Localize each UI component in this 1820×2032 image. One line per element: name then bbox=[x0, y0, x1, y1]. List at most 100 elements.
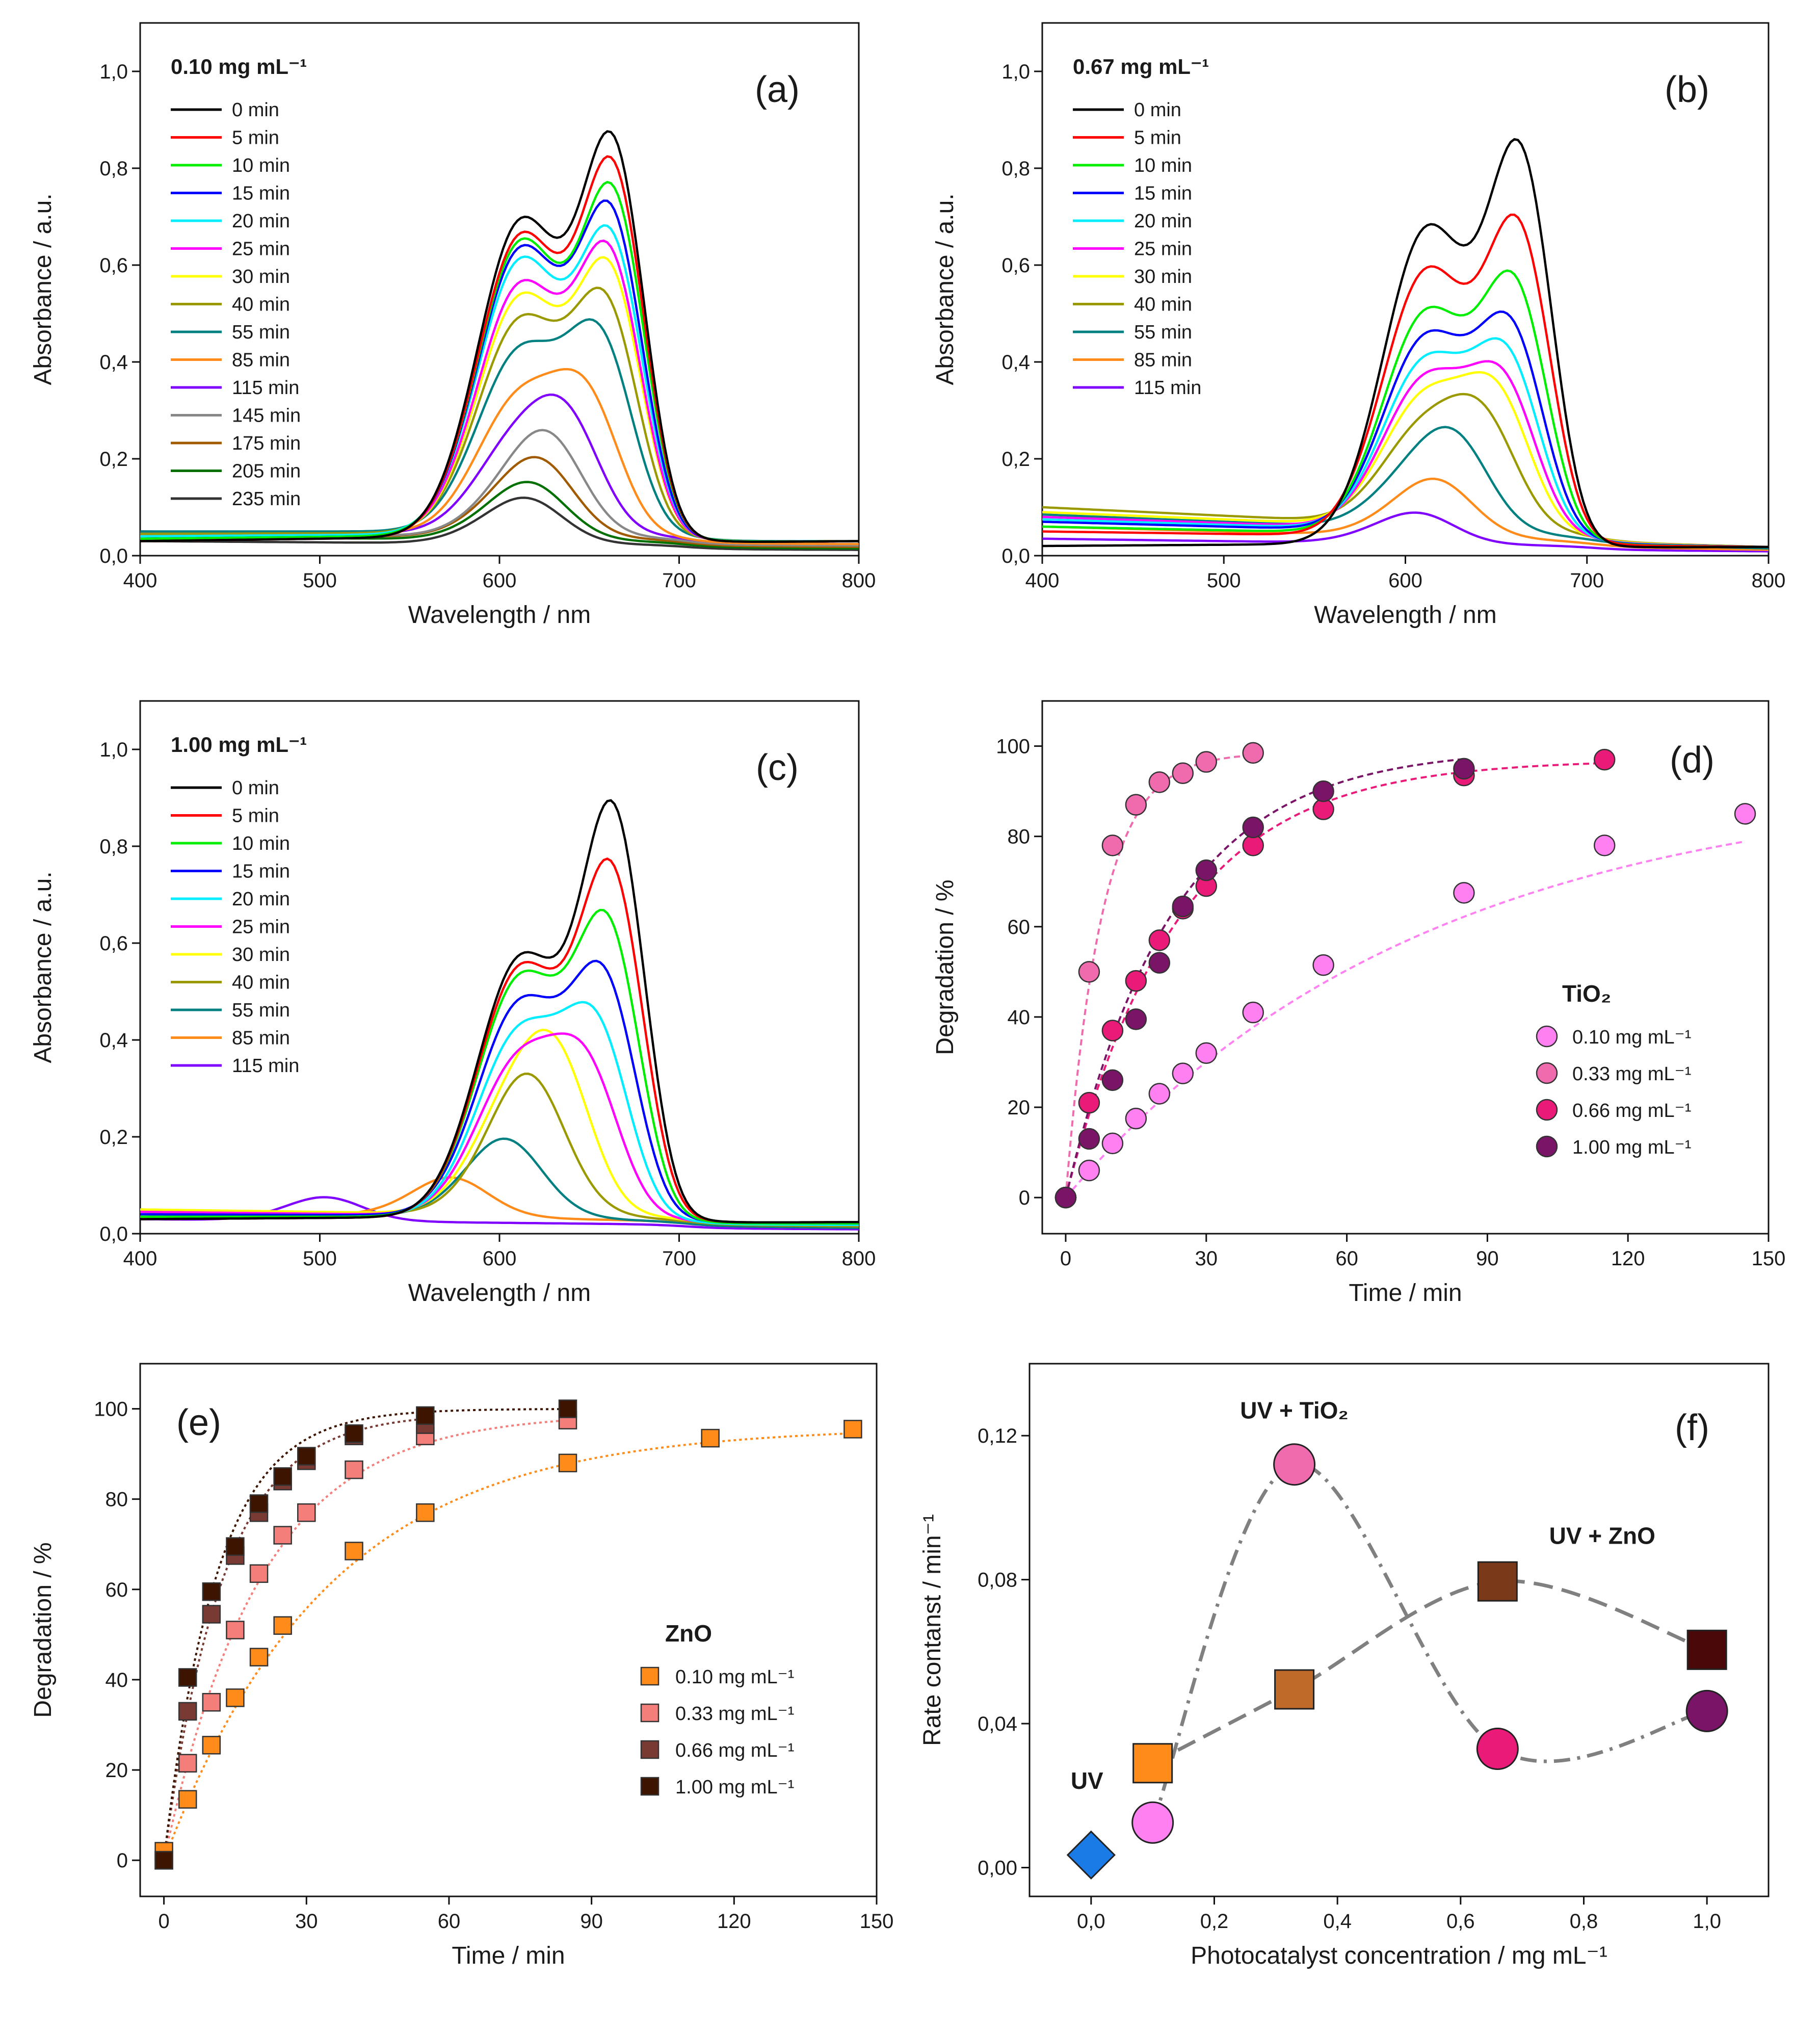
y-tick-label-d-3: 60 bbox=[1008, 916, 1031, 939]
data-point-d-1-1 bbox=[1078, 961, 1100, 983]
data-point-d-0-1 bbox=[1078, 1159, 1100, 1182]
legend-label-d-3: 1.00 mg mL⁻¹ bbox=[1572, 1137, 1691, 1158]
data-point-e-0-7 bbox=[416, 1503, 435, 1522]
plot-frame-e bbox=[139, 1363, 878, 1897]
legend-label-c-85-min: 85 min bbox=[232, 1028, 290, 1049]
legend-label-a-0-min: 0 min bbox=[232, 99, 279, 121]
series-line-b-0-min bbox=[1042, 138, 1769, 549]
series-line-a-0-min bbox=[140, 130, 859, 543]
data-point-d-3-1 bbox=[1078, 1128, 1100, 1150]
legend-label-a-40-min: 40 min bbox=[232, 294, 290, 316]
legend-label-c-115-min: 115 min bbox=[232, 1055, 299, 1077]
x-tick-label-a-3: 700 bbox=[662, 569, 696, 592]
legend-label-c-25-min: 25 min bbox=[232, 917, 290, 938]
data-point-e-3-3 bbox=[226, 1537, 245, 1556]
data-point-d-3-9 bbox=[1453, 758, 1475, 780]
y-tick-label-d-1: 20 bbox=[1008, 1097, 1031, 1119]
legend-label-c-0-min: 0 min bbox=[232, 777, 279, 799]
data-point-e-1-7 bbox=[345, 1460, 363, 1479]
legend-label-a-20-min: 20 min bbox=[232, 211, 290, 232]
fit-curve-d-3 bbox=[1065, 758, 1464, 1198]
data-point-e-2-2 bbox=[202, 1605, 221, 1624]
trend-line-zno bbox=[1152, 1579, 1708, 1765]
y-tick-label-e-1: 20 bbox=[105, 1759, 128, 1782]
data-point-e-0-4 bbox=[249, 1648, 269, 1666]
concentration-label-b: 0.67 mg mL⁻¹ bbox=[1073, 55, 1209, 79]
legend-label-d-2: 0.66 mg mL⁻¹ bbox=[1572, 1100, 1691, 1122]
data-point-d-2-1 bbox=[1078, 1091, 1100, 1114]
data-point-tio2-1 bbox=[1273, 1443, 1316, 1486]
y-tick-label-d-2: 40 bbox=[1008, 1006, 1031, 1029]
data-point-e-0-5 bbox=[273, 1616, 292, 1635]
panel-label-f: (f) bbox=[1675, 1408, 1709, 1448]
data-point-e-3-7 bbox=[345, 1424, 363, 1443]
series-line-c-0-min bbox=[140, 799, 859, 1224]
data-point-d-3-8 bbox=[1312, 780, 1334, 802]
x-tick-label-b-0: 400 bbox=[1025, 569, 1060, 592]
data-point-d-3-5 bbox=[1172, 895, 1194, 918]
data-point-e-1-5 bbox=[273, 1526, 292, 1545]
y-tick-label-e-5: 100 bbox=[94, 1398, 128, 1421]
data-point-e-1-6 bbox=[297, 1503, 316, 1522]
panel-label-e: (e) bbox=[176, 1402, 221, 1443]
x-tick-label-d-2: 60 bbox=[1335, 1247, 1358, 1270]
x-axis-label-b: Wavelength / nm bbox=[1314, 602, 1496, 629]
data-point-d-0-7 bbox=[1242, 1001, 1264, 1024]
y-axis-label-e: Degradation / % bbox=[30, 1542, 57, 1717]
x-tick-label-f-3: 0,6 bbox=[1446, 1910, 1475, 1933]
legend-marker-d-3 bbox=[1536, 1135, 1558, 1158]
y-tick-label-a-2: 0,4 bbox=[99, 351, 128, 374]
data-point-d-3-0 bbox=[1054, 1186, 1077, 1209]
y-tick-label-c-3: 0,6 bbox=[99, 932, 128, 955]
data-point-d-0-2 bbox=[1101, 1132, 1124, 1155]
legend-label-b-55-min: 55 min bbox=[1134, 322, 1192, 343]
legend-label-b-20-min: 20 min bbox=[1134, 211, 1192, 232]
plot-frame-d bbox=[1041, 700, 1770, 1235]
legend-marker-e-1 bbox=[640, 1703, 660, 1723]
data-point-e-0-9 bbox=[701, 1428, 720, 1448]
data-point-d-1-7 bbox=[1242, 742, 1264, 764]
data-point-tio2-0 bbox=[1131, 1801, 1174, 1844]
data-point-zno-0 bbox=[1132, 1743, 1173, 1784]
y-tick-label-c-1: 0,2 bbox=[99, 1126, 128, 1149]
y-tick-label-e-0: 0 bbox=[117, 1849, 128, 1872]
x-axis-label-a: Wavelength / nm bbox=[408, 602, 591, 629]
data-point-d-0-3 bbox=[1125, 1107, 1147, 1130]
y-axis-label-f: Rate contanst / min⁻¹ bbox=[919, 1514, 946, 1746]
legend-label-b-40-min: 40 min bbox=[1134, 294, 1192, 316]
legend-label-a-10-min: 10 min bbox=[232, 155, 290, 176]
panel-d: 0 30 60 90 120 150 0 20 40 60 80 100 Time / min Degra… bbox=[932, 700, 1786, 1307]
x-tick-label-e-3: 90 bbox=[580, 1910, 603, 1933]
data-point-d-2-7 bbox=[1242, 835, 1264, 856]
concentration-label-c: 1.00 mg mL⁻¹ bbox=[171, 733, 307, 757]
y-axis-label-d: Degradation / % bbox=[932, 879, 959, 1055]
data-point-e-1-3 bbox=[226, 1621, 245, 1639]
legend-label-e-1: 0.33 mg mL⁻¹ bbox=[675, 1703, 794, 1725]
y-tick-label-f-0: 0,00 bbox=[978, 1857, 1017, 1880]
y-tick-label-f-1: 0,04 bbox=[978, 1713, 1017, 1735]
legend-marker-e-2 bbox=[640, 1740, 660, 1759]
x-axis-label-d: Time / min bbox=[1349, 1280, 1462, 1307]
series-line-c-40-min bbox=[140, 1073, 859, 1228]
data-point-d-2-8 bbox=[1312, 798, 1334, 820]
x-tick-label-f-1: 0,2 bbox=[1200, 1910, 1229, 1933]
legend-label-c-10-min: 10 min bbox=[232, 833, 290, 854]
legend-marker-d-0 bbox=[1536, 1025, 1558, 1048]
y-tick-label-a-0: 0,0 bbox=[99, 545, 128, 567]
y-tick-label-b-0: 0,0 bbox=[1001, 545, 1030, 567]
data-point-d-1-5 bbox=[1172, 762, 1194, 784]
x-tick-label-d-5: 150 bbox=[1752, 1247, 1786, 1270]
x-tick-label-a-1: 500 bbox=[303, 569, 337, 592]
legend-label-a-115-min: 115 min bbox=[232, 377, 299, 399]
y-tick-label-d-4: 80 bbox=[1008, 826, 1031, 848]
y-tick-label-b-1: 0,2 bbox=[1001, 448, 1030, 471]
x-tick-label-b-3: 700 bbox=[1570, 569, 1604, 592]
legend-title-d: TiO₂ bbox=[1562, 980, 1611, 1007]
legend-title-e: ZnO bbox=[665, 1620, 712, 1647]
data-point-zno-1 bbox=[1274, 1669, 1315, 1710]
annotation-uv-tio2: UV + TiO₂ bbox=[1240, 1397, 1349, 1424]
legend-label-b-0-min: 0 min bbox=[1134, 99, 1181, 121]
y-tick-label-a-4: 0,8 bbox=[99, 158, 128, 180]
series-line-c-85-min bbox=[140, 1176, 859, 1229]
